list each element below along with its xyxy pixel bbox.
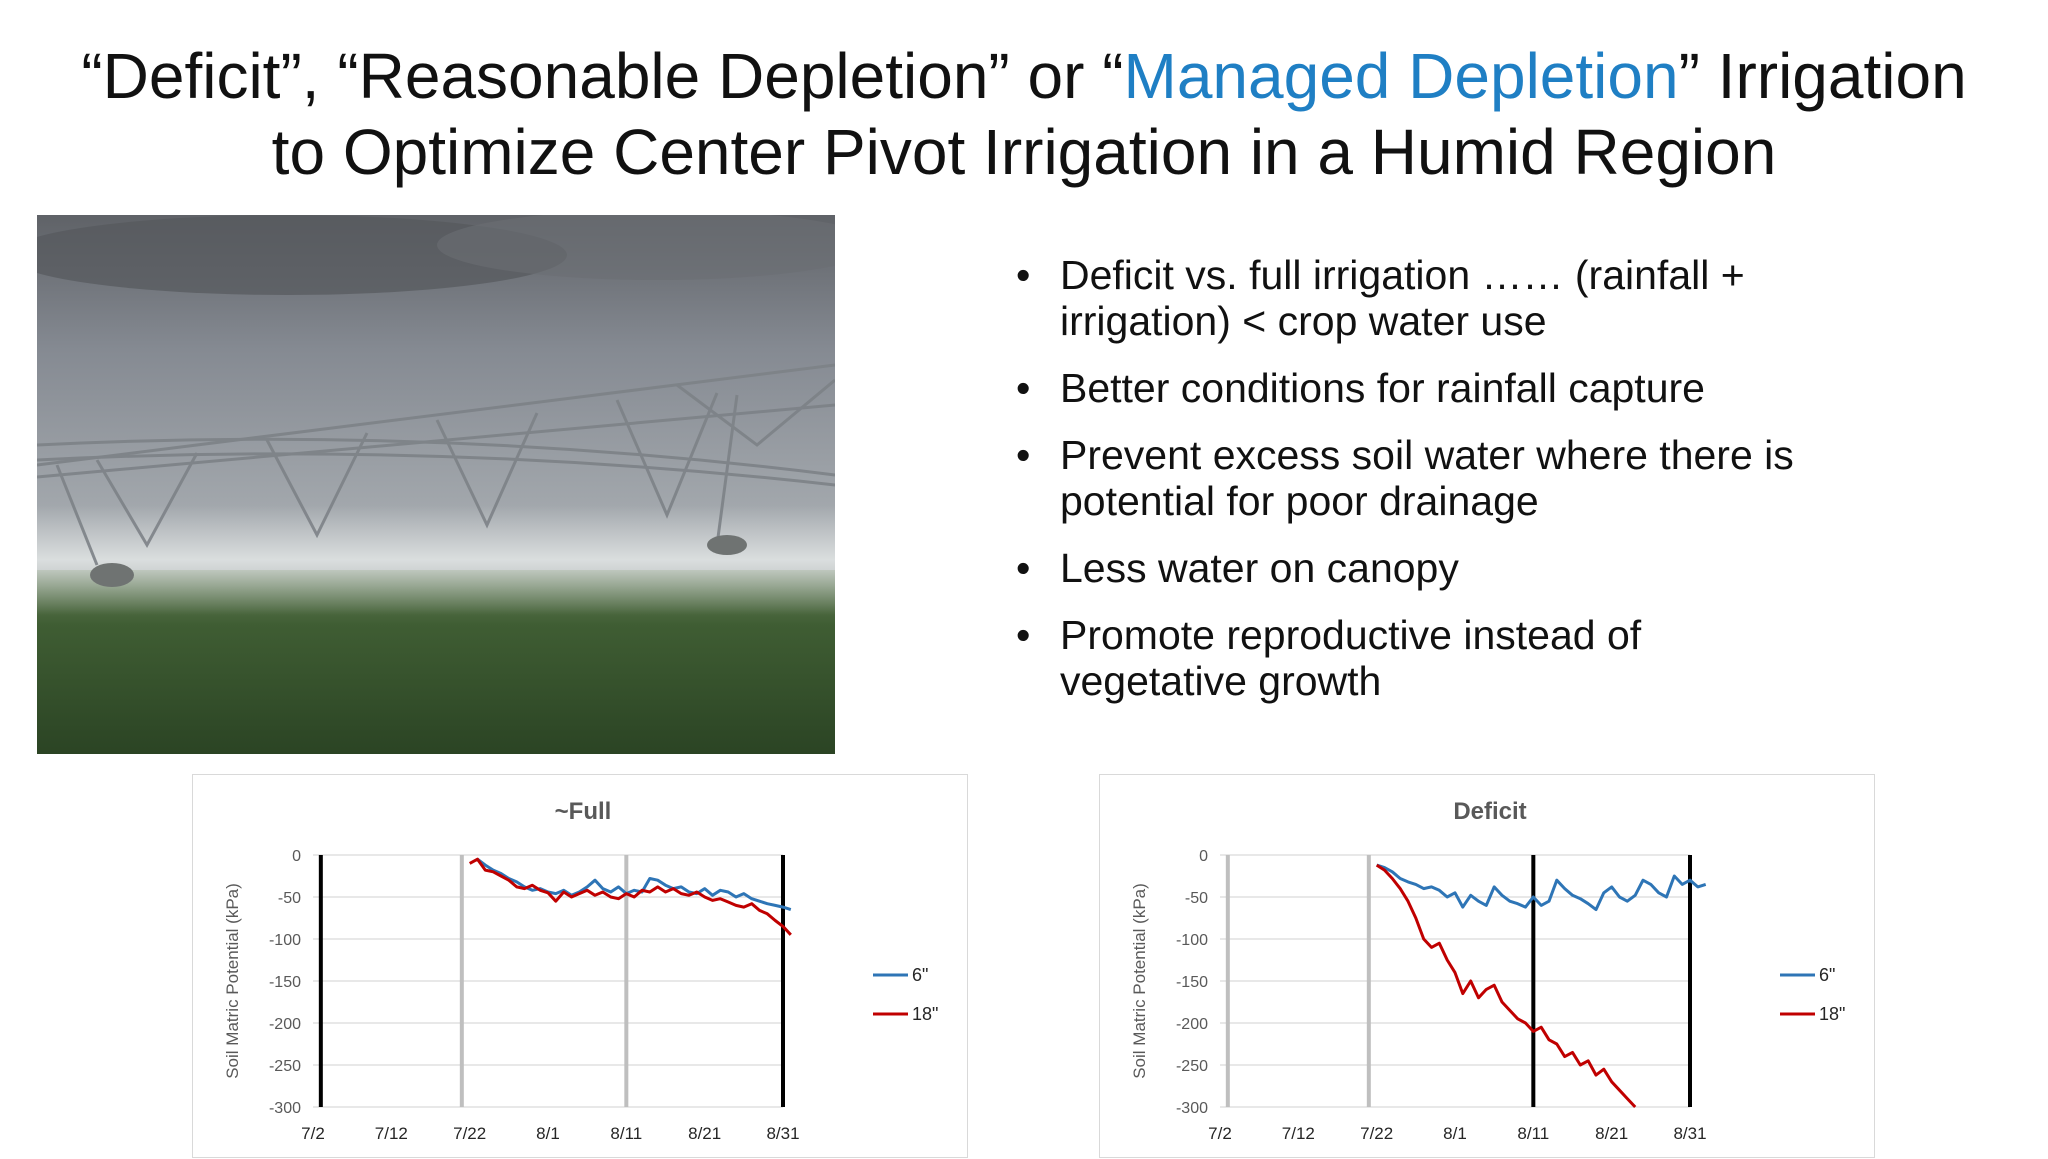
- x-tick-label: 8/21: [1595, 1124, 1628, 1143]
- y-tick-label: -300: [1176, 1100, 1208, 1117]
- x-tick-label: 8/21: [688, 1124, 721, 1143]
- bullet-item: • Promote reproductive instead of vegeta…: [1016, 612, 1896, 704]
- y-axis-label: Soil Matric Potential (kPa): [1130, 883, 1149, 1079]
- legend-label: 6": [912, 965, 928, 985]
- x-tick-label: 8/11: [1517, 1124, 1549, 1143]
- bullet-text: vegetative growth: [1060, 658, 1382, 704]
- legend-label: 18": [1819, 1004, 1845, 1024]
- title-part-1: “Deficit”, “Reasonable Depletion” or “: [81, 40, 1124, 112]
- x-tick-label: 8/1: [536, 1124, 560, 1143]
- x-tick-label: 7/2: [301, 1124, 325, 1143]
- title-line-1: “Deficit”, “Reasonable Depletion” or “Ma…: [0, 38, 2048, 114]
- y-tick-label: 0: [1199, 848, 1208, 865]
- deficit-irrigation-chart: Deficit 0 -50 -100 -150 -200 -250 -300 7/2 7/12 7/…: [1099, 774, 1875, 1158]
- full-irrigation-chart: ~Full 0 -50 -100 -150 -200 -250 -300 7/2 7/12 7/22…: [192, 774, 968, 1158]
- legend-label: 6": [1819, 965, 1835, 985]
- y-tick-label: -300: [269, 1100, 301, 1117]
- bullet-dot: •: [1016, 365, 1031, 411]
- bullet-dot: •: [1016, 612, 1031, 658]
- bullet-item: • Deficit vs. full irrigation …… (rainfa…: [1016, 252, 1896, 344]
- x-tick-label: 7/12: [375, 1124, 408, 1143]
- bullet-text: potential for poor drainage: [1060, 478, 1539, 524]
- slide-title: “Deficit”, “Reasonable Depletion” or “Ma…: [0, 38, 2048, 190]
- x-tick-label: 7/22: [1360, 1124, 1393, 1143]
- y-tick-label: -150: [269, 974, 301, 991]
- bullet-dot: •: [1016, 252, 1031, 298]
- y-tick-label: -150: [1176, 974, 1208, 991]
- bullet-dot: •: [1016, 545, 1031, 591]
- bullet-text: irrigation) < crop water use: [1060, 298, 1547, 344]
- x-tick-label: 8/31: [766, 1124, 799, 1143]
- title-part-2: ” Irrigation: [1678, 40, 1967, 112]
- y-tick-label: -100: [269, 932, 301, 949]
- y-tick-label: -100: [1176, 932, 1208, 949]
- x-tick-label: 7/22: [453, 1124, 486, 1143]
- x-tick-label: 8/31: [1673, 1124, 1706, 1143]
- bullet-dot: •: [1016, 432, 1031, 478]
- y-axis-label: Soil Matric Potential (kPa): [223, 883, 242, 1079]
- title-line-2: to Optimize Center Pivot Irrigation in a…: [271, 116, 1777, 188]
- bullet-text: Deficit vs. full irrigation …… (rainfall…: [1060, 252, 1745, 298]
- bullet-text: Better conditions for rainfall capture: [1060, 365, 1705, 411]
- y-tick-label: -250: [269, 1058, 301, 1075]
- bullet-list: • Deficit vs. full irrigation …… (rainfa…: [1016, 252, 1896, 725]
- x-tick-label: 8/1: [1443, 1124, 1467, 1143]
- y-tick-label: -50: [278, 890, 301, 907]
- chart-title: Deficit: [1453, 798, 1526, 825]
- bullet-text: Prevent excess soil water where there is: [1060, 432, 1794, 478]
- series-line: [476, 858, 792, 912]
- x-tick-label: 7/2: [1208, 1124, 1232, 1143]
- y-tick-label: -200: [269, 1016, 301, 1033]
- y-tick-label: -200: [1176, 1016, 1208, 1033]
- title-accent: Managed Depletion: [1123, 40, 1679, 112]
- x-tick-label: 7/12: [1282, 1124, 1315, 1143]
- center-pivot-photo: [37, 215, 835, 754]
- y-tick-label: -50: [1185, 890, 1208, 907]
- bullet-item: • Less water on canopy: [1016, 545, 1896, 591]
- bullet-text: Promote reproductive instead of: [1060, 612, 1642, 658]
- chart-title: ~Full: [555, 798, 612, 825]
- y-tick-label: -250: [1176, 1058, 1208, 1075]
- bullet-text: Less water on canopy: [1060, 545, 1459, 591]
- x-tick-label: 8/11: [610, 1124, 642, 1143]
- bullet-item: • Better conditions for rainfall capture: [1016, 365, 1896, 411]
- legend-label: 18": [912, 1004, 938, 1024]
- series-line: [1375, 863, 1637, 1109]
- y-tick-label: 0: [292, 848, 301, 865]
- series-line: [468, 857, 792, 936]
- series-line: [1376, 863, 1707, 912]
- bullet-item: • Prevent excess soil water where there …: [1016, 432, 1896, 524]
